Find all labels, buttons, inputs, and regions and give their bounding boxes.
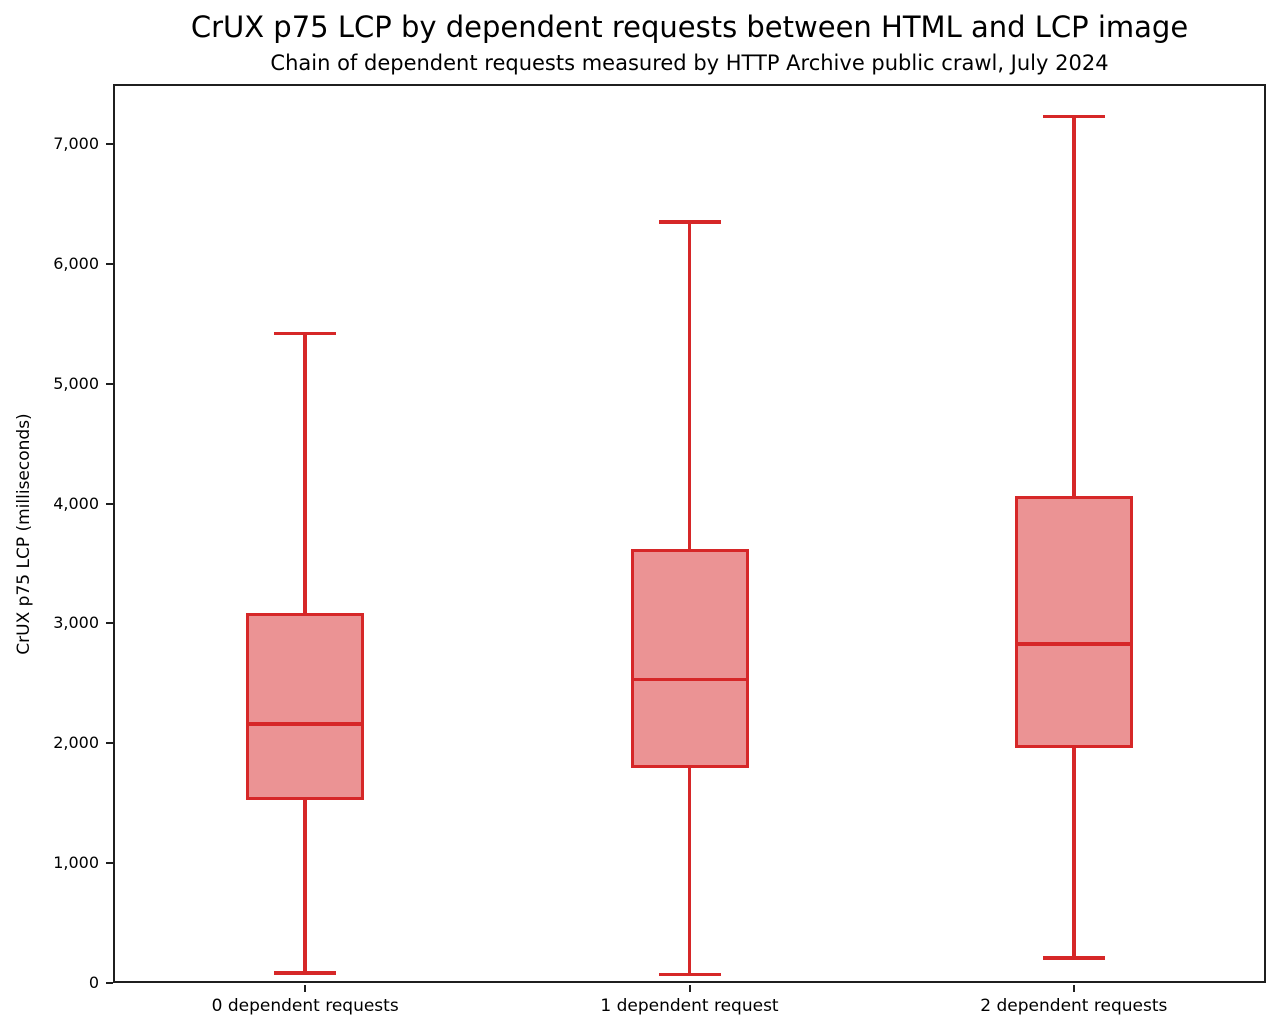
y-tick <box>106 262 113 265</box>
x-tick-label: 1 dependent request <box>600 996 779 1016</box>
y-tick <box>106 982 113 984</box>
chart-title: CrUX p75 LCP by dependent requests betwe… <box>190 10 1189 44</box>
x-tick <box>304 985 307 992</box>
x-tick <box>1072 985 1075 992</box>
y-tick <box>106 142 113 145</box>
x-tick-label: 2 dependent requests <box>980 996 1168 1016</box>
y-tick-label: 5,000 <box>53 373 99 393</box>
y-tick-label: 2,000 <box>53 733 99 753</box>
plot-frame <box>113 84 1266 983</box>
y-tick <box>106 862 113 865</box>
y-tick <box>106 742 113 745</box>
y-tick-label: 7,000 <box>53 133 99 153</box>
y-axis-label: CrUX p75 LCP (milliseconds) <box>14 413 34 655</box>
y-tick-label: 6,000 <box>53 253 99 273</box>
chart-subtitle: Chain of dependent requests measured by … <box>270 51 1109 75</box>
y-tick-label: 0 <box>88 973 99 992</box>
y-tick-label: 1,000 <box>53 853 99 873</box>
x-tick <box>688 985 691 992</box>
y-tick <box>106 502 113 505</box>
y-tick <box>106 382 113 385</box>
x-tick-label: 0 dependent requests <box>211 996 399 1016</box>
y-tick <box>106 622 113 625</box>
